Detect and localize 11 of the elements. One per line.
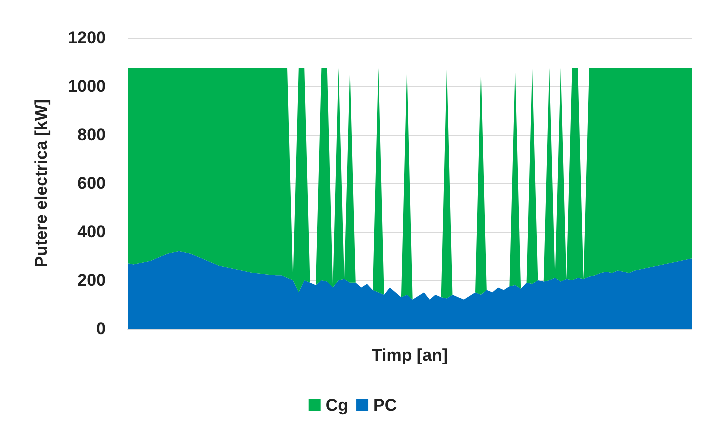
y-tick-label: 400 [78,222,106,242]
y-tick-label: 0 [96,320,106,338]
y-axis-title: Putere electrica [kW] [32,99,51,268]
legend-label: Cg [326,396,349,415]
y-tick-label: 600 [78,174,106,193]
y-tick-label: 200 [78,271,106,290]
legend-label: PC [374,396,398,415]
x-axis-title: Timp [an] [372,346,448,365]
y-tick-label: 1200 [68,28,106,48]
y-tick-label: 800 [78,126,106,144]
y-tick-label: 1000 [68,77,106,96]
